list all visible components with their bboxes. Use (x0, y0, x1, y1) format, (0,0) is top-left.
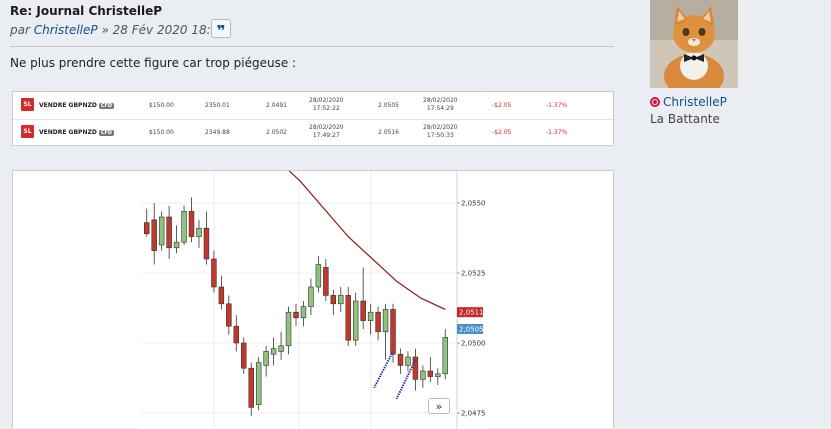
sl-badge: SL (21, 98, 34, 111)
candle-body (248, 367, 254, 408)
post-meta: par ChristelleP » 28 Fév 2020 18:06 (10, 23, 226, 37)
candle-body (323, 267, 329, 296)
candle-body (367, 311, 374, 321)
price-label: 2,0511 (459, 309, 484, 317)
trade-open-price: 2.0502 (266, 129, 287, 136)
trade-row: SL VENDRE GBPNZD CFD $150.00 2350.01 2.04… (13, 92, 613, 120)
sl-badge: SL (21, 125, 34, 138)
candle-body (173, 241, 180, 249)
candle-body (338, 295, 344, 305)
quote-button[interactable]: ❞ (211, 19, 231, 40)
avatar[interactable] (650, 0, 738, 88)
username[interactable]: ChristelleP (650, 95, 727, 109)
post-author-link[interactable]: ChristelleP (33, 23, 98, 37)
candle-body (226, 303, 232, 327)
post-meta-prefix: par (10, 23, 30, 37)
candle-body (203, 227, 210, 260)
candle-body (412, 356, 419, 380)
trade-close-datetime: 28/02/2020 17:54:29 (423, 97, 458, 112)
candle-body (255, 362, 262, 405)
candlestick-chart: 2,0550 2,0525 2,0500 2,0475 2,0511 2,0505 (139, 171, 487, 429)
y-tick-label: 2,0500 (461, 340, 486, 348)
candle-body (315, 264, 322, 288)
candle-body (211, 258, 217, 288)
candle-body (263, 351, 269, 366)
candle-body (270, 348, 277, 355)
candle-body (196, 227, 202, 237)
moving-average-line (288, 171, 446, 310)
candle-body (308, 286, 314, 307)
trade-history-image: SL VENDRE GBPNZD CFD $150.00 2350.01 2.04… (12, 91, 614, 146)
post-body-text: Ne plus prendre cette figure car trop pi… (10, 56, 297, 70)
trade-pnl-pct: -1.37% (546, 102, 568, 109)
double-chevron-right-icon: » (435, 400, 443, 413)
trade-pnl: -$2.05 (492, 129, 512, 136)
candle-body (382, 309, 389, 333)
price-label-box (457, 307, 483, 318)
y-tick-label: 2,0525 (461, 270, 486, 278)
post-title[interactable]: Re: Journal ChristelleP (10, 4, 163, 18)
post-date: » 28 Fév 2020 18:06 (101, 23, 226, 37)
candle-body (345, 295, 351, 341)
candle-body (360, 300, 366, 321)
candle-body (218, 286, 225, 305)
online-status-icon (650, 97, 660, 107)
candle-body (166, 216, 172, 249)
candle-body (151, 219, 157, 251)
trade-amount: $150.00 (149, 102, 174, 109)
candle-body (241, 342, 247, 369)
candle-body (427, 370, 434, 377)
trade-size: 2350.01 (205, 102, 230, 109)
candle-body (300, 306, 307, 319)
candle-body (278, 345, 284, 352)
trend-line (373, 350, 394, 389)
y-tick-label: 2,0550 (461, 200, 486, 208)
trade-size: 2349.88 (205, 129, 230, 136)
trade-close-price: 2.0505 (378, 102, 399, 109)
trend-line (395, 359, 417, 400)
user-rank: La Battante (650, 112, 720, 126)
post-divider (10, 46, 614, 47)
candle-body (144, 222, 150, 235)
chart-image: 2,0550 2,0525 2,0500 2,0475 2,0511 2,0505 (12, 170, 614, 429)
candle-body (293, 311, 299, 319)
candle-body (405, 356, 411, 366)
price-label: 2,0505 (459, 326, 484, 334)
trade-open-price: 2.0491 (266, 102, 287, 109)
candle-body (158, 216, 165, 246)
cat-avatar-icon (650, 0, 738, 88)
quote-icon: ❞ (216, 22, 226, 40)
trade-instrument: VENDRE GBPNZD CFD (39, 129, 115, 136)
trade-close-datetime: 28/02/2020 17:50:33 (423, 124, 458, 139)
trade-open-datetime: 28/02/2020 17:52:22 (309, 97, 344, 112)
candle-body (420, 370, 426, 380)
chart-scroll-button[interactable]: » (428, 398, 450, 414)
candle-body (435, 373, 441, 377)
price-label-box (457, 324, 483, 334)
trade-amount: $150.00 (149, 129, 174, 136)
candle-body (233, 325, 240, 344)
candle-body (375, 311, 381, 333)
y-tick-label: 2,0475 (461, 410, 486, 418)
candle-body (181, 211, 187, 243)
trade-close-price: 2.0516 (378, 129, 399, 136)
trade-open-datetime: 28/02/2020 17:49:27 (309, 124, 344, 139)
candle-body (397, 353, 404, 366)
username-label: ChristelleP (663, 95, 727, 109)
candle-body (442, 337, 448, 375)
candle-body (285, 311, 292, 347)
trade-pnl: -$2.05 (492, 102, 512, 109)
trade-instrument: VENDRE GBPNZD CFD (39, 102, 115, 109)
post: Re: Journal ChristelleP par ChristelleP … (10, 4, 614, 429)
candle-body (352, 300, 359, 341)
trade-row: SL VENDRE GBPNZD CFD $150.00 2349.88 2.05… (13, 119, 613, 146)
candle-body (188, 211, 195, 237)
candle-body (330, 295, 337, 305)
trade-pnl-pct: -1.37% (546, 129, 568, 136)
candle-body (390, 309, 396, 355)
author-profile: ChristelleP La Battante (634, 0, 831, 428)
